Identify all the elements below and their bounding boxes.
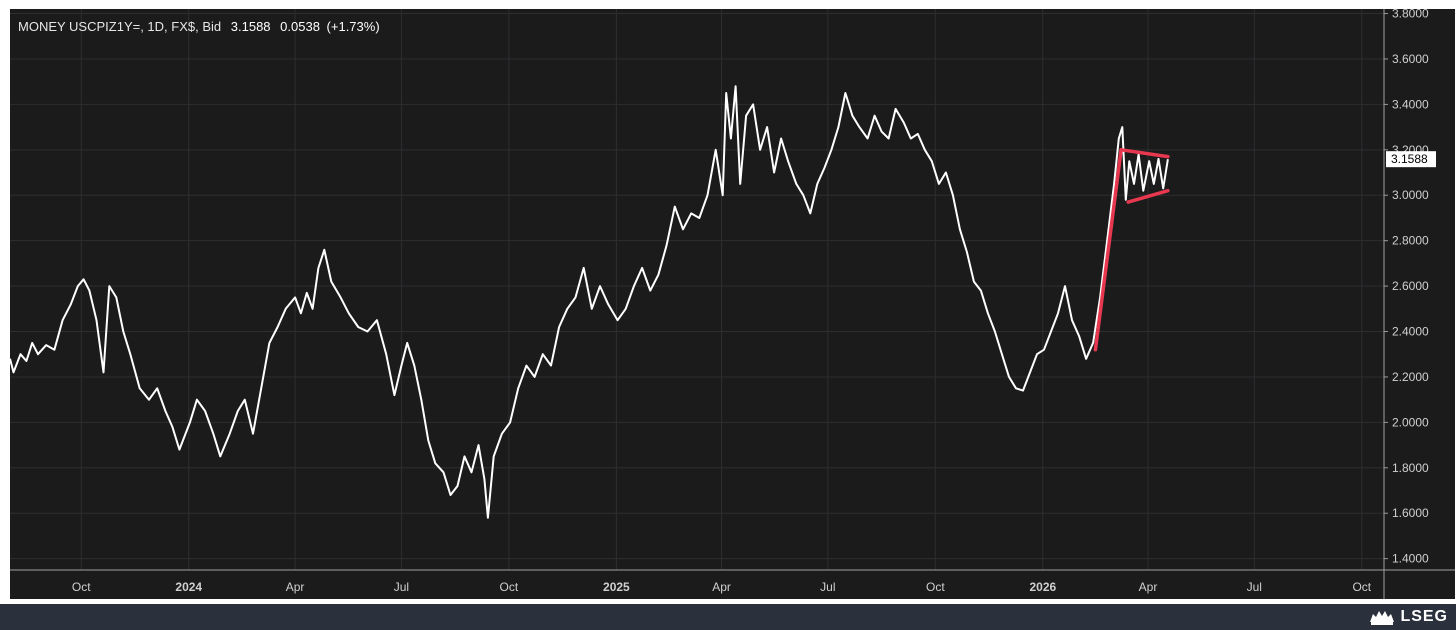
y-tick-label: 1.4000: [1392, 552, 1429, 566]
footer-bar: LSEG: [0, 604, 1456, 630]
x-tick-label: 2026: [1029, 580, 1056, 594]
x-tick-label: Oct: [1352, 580, 1371, 594]
price-series: [10, 85, 1169, 519]
last-price-box: [1386, 151, 1436, 168]
y-tick-label: 1.8000: [1392, 461, 1429, 475]
chart-panel: 1.4000 1.6000 1.8000 2.0000 2.2000 2.4000 2.60…: [10, 9, 1455, 599]
line-chart[interactable]: 1.4000 1.6000 1.8000 2.0000 2.2000 2.4000 2.60…: [10, 9, 1455, 599]
instrument-header: MONEY USCPIZ1Y=, 1D, FX$, Bid 3.1588 0.0…: [18, 19, 380, 34]
x-tick-label: Jul: [394, 580, 409, 594]
axis-labels: 1.4000 1.6000 1.8000 2.0000 2.2000 2.4000 2.60…: [72, 9, 1436, 594]
trend-annotations: [1093, 148, 1170, 352]
x-tick-label: Oct: [500, 580, 519, 594]
y-tick-label: 3.4000: [1392, 97, 1429, 111]
change-percent: (+1.73%): [326, 19, 380, 34]
x-tick-label: Apr: [712, 580, 731, 594]
y-tick-label: 3.0000: [1392, 188, 1429, 202]
y-tick-label: 2.4000: [1392, 325, 1429, 339]
series-line: [10, 85, 1169, 519]
axes: [10, 9, 1455, 599]
brand: LSEG: [1368, 608, 1448, 626]
trendline-annotation: [1093, 148, 1123, 352]
change-value: 0.0538: [280, 19, 320, 34]
instrument-name: MONEY USCPIZ1Y=, 1D, FX$, Bid: [18, 19, 222, 34]
y-tick-label: 3.6000: [1392, 52, 1429, 66]
lseg-lion-logo-icon: [1370, 611, 1395, 625]
y-tick-label: 1.6000: [1392, 506, 1429, 520]
x-tick-label: Apr: [286, 580, 305, 594]
last-price-label: 3.1588: [1391, 152, 1428, 166]
trendline-annotation: [1119, 148, 1170, 159]
x-tick-label: Apr: [1139, 580, 1158, 594]
grid-lines: [10, 9, 1384, 570]
x-tick-label: Oct: [926, 580, 945, 594]
y-tick-label: 2.0000: [1392, 415, 1429, 429]
y-tick-label: 2.2000: [1392, 370, 1429, 384]
x-tick-label: Jul: [820, 580, 835, 594]
y-tick-label: 2.8000: [1392, 234, 1429, 248]
x-tick-label: 2025: [603, 580, 630, 594]
brand-name: LSEG: [1400, 608, 1448, 625]
x-tick-label: Jul: [1247, 580, 1262, 594]
x-tick-label: Oct: [72, 580, 91, 594]
x-tick-label: 2024: [175, 580, 202, 594]
y-tick-label: 3.8000: [1392, 9, 1429, 21]
last-value: 3.1588: [230, 19, 271, 34]
y-tick-label: 2.6000: [1392, 279, 1429, 293]
trendline-annotation: [1126, 188, 1170, 204]
